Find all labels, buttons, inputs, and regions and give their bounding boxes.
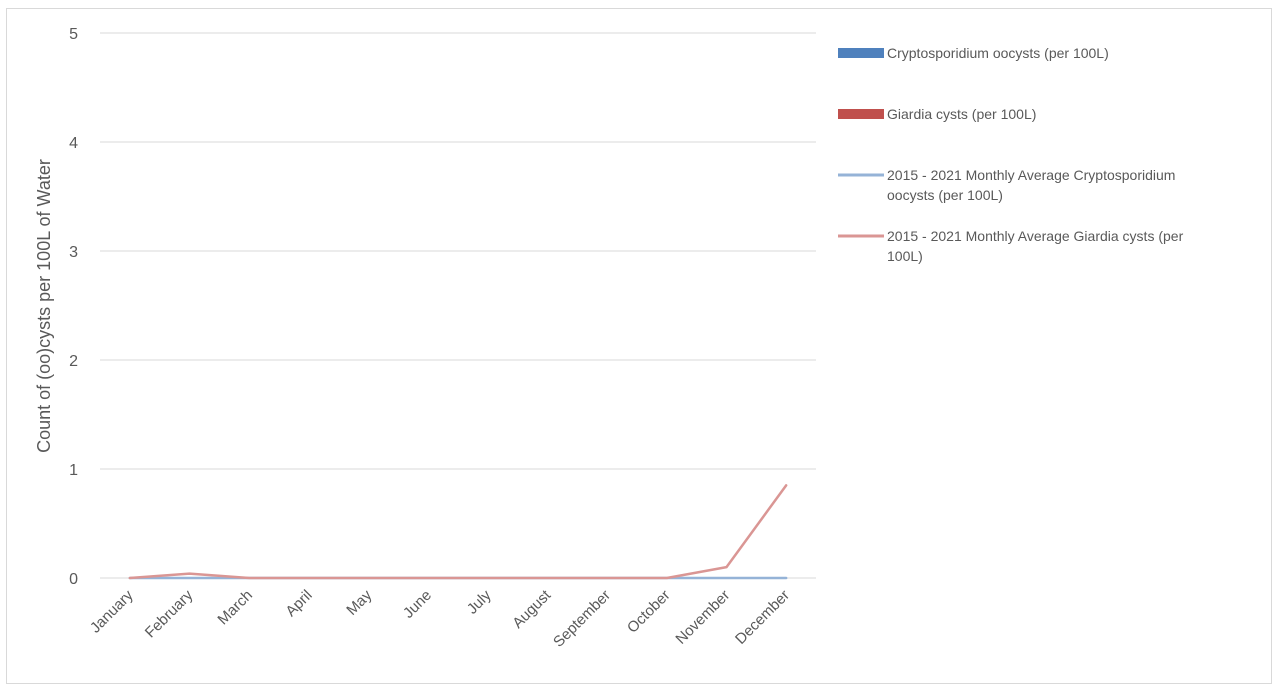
y-tick-label: 4	[69, 135, 78, 152]
x-tick-label: November	[672, 587, 733, 648]
legend-swatch	[838, 48, 884, 58]
x-tick-label: February	[142, 586, 197, 641]
y-tick-label: 2	[69, 353, 78, 370]
x-axis-ticks: January February March April May June July Augu…	[87, 586, 793, 650]
legend-label: Cryptosporidium oocysts (per 100L)	[887, 45, 1109, 61]
series-lines	[128, 484, 788, 580]
chart-frame	[6, 8, 1272, 684]
x-tick-label: May	[343, 586, 375, 618]
x-tick-label: August	[509, 586, 555, 632]
y-tick-label: 0	[69, 571, 78, 588]
x-tick-label: March	[214, 587, 255, 628]
x-tick-label: April	[282, 587, 315, 620]
legend-label: 2015 - 2021 Monthly Average Giardia cyst…	[887, 228, 1184, 264]
x-tick-label: October	[624, 587, 674, 637]
y-tick-label: 3	[69, 244, 78, 261]
legend: Cryptosporidium oocysts (per 100L) Giardi…	[838, 45, 1184, 264]
gridlines	[100, 32, 816, 579]
x-tick-label: September	[550, 587, 614, 651]
x-tick-label: July	[464, 586, 495, 617]
x-tick-label: June	[400, 587, 435, 622]
legend-swatch	[838, 109, 884, 119]
x-tick-label: December	[732, 587, 793, 648]
y-tick-label: 1	[69, 462, 78, 479]
y-axis-ticks: 0 1 2 3 4 5	[69, 26, 78, 588]
y-tick-label: 5	[69, 26, 78, 43]
y-axis-label: Count of (oo)cysts per 100L of Water	[34, 159, 54, 453]
legend-label: 2015 - 2021 Monthly Average Cryptosporid…	[887, 167, 1175, 203]
legend-label: Giardia cysts (per 100L)	[887, 106, 1036, 122]
x-tick-label: January	[87, 586, 137, 636]
series-line-3	[128, 484, 788, 580]
